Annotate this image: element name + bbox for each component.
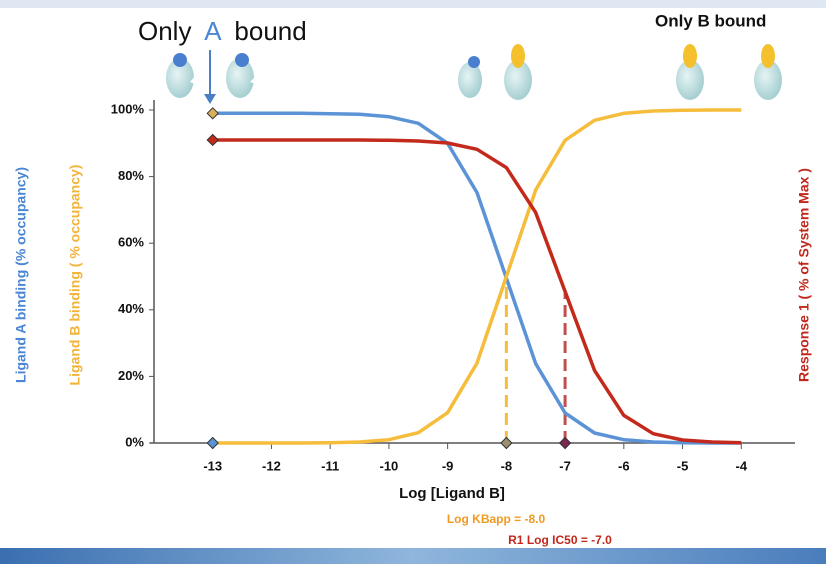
y-axis-label: Ligand B binding ( % occupancy) [67, 165, 83, 386]
y-tick-label: 40% [118, 301, 144, 316]
x-tick-label: -6 [618, 458, 630, 473]
annotation: Log KBapp = -8.0 [447, 512, 546, 526]
y-tick-label: 80% [118, 168, 144, 183]
y-tick-label: 0% [125, 434, 144, 449]
series-line [212, 111, 742, 445]
receptor-icons [166, 44, 782, 104]
bottom-band [0, 548, 826, 564]
x-tick-label: -8 [501, 458, 513, 473]
point-marker [500, 436, 513, 450]
only-a-label: Only A bound [138, 16, 307, 46]
point-marker [206, 436, 219, 450]
y-tick-label: 100% [111, 101, 145, 116]
x-tick-label: -9 [442, 458, 454, 473]
y2-axis-label: Response 1 ( % of System Max ) [796, 168, 812, 382]
label-part: bound [234, 16, 306, 46]
point-marker [206, 133, 219, 147]
top-band [0, 0, 826, 8]
point-marker [206, 107, 219, 120]
x-tick-label: -7 [559, 458, 571, 473]
y-tick-label: 60% [118, 235, 144, 250]
series-line [212, 108, 742, 445]
annotation: R1 Log IC50 = -7.0 [508, 533, 612, 547]
point-marker [558, 436, 572, 450]
x-tick-label: -11 [321, 458, 339, 473]
y-tick-label: 20% [118, 368, 144, 383]
x-tick-label: -4 [735, 458, 747, 473]
label-part: Only [138, 16, 191, 46]
x-tick-label: -12 [262, 458, 281, 473]
label-part: A [204, 16, 222, 46]
x-axis-label: Log [Ligand B] [399, 485, 505, 502]
x-tick-label: -5 [677, 458, 689, 473]
x-tick-label: -10 [380, 458, 399, 473]
x-tick-label: -13 [203, 458, 222, 473]
only-b-label: Only B bound [655, 11, 766, 30]
y-axis-label: Ligand A binding (% occupancy) [13, 167, 29, 383]
series-line [212, 138, 742, 445]
